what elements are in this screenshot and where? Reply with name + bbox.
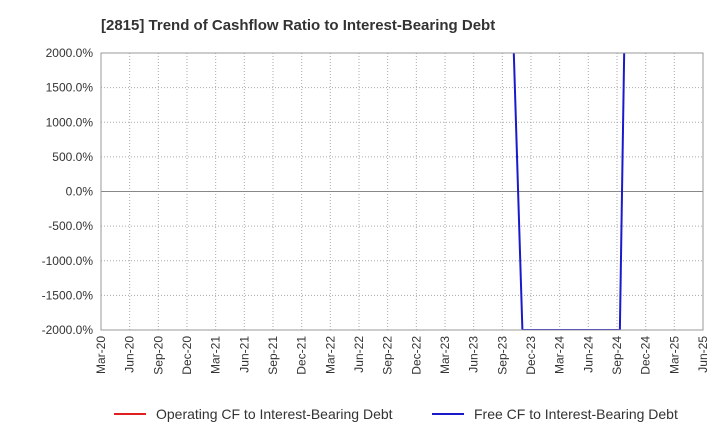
x-tick-label: Sep-21 — [266, 336, 280, 375]
y-axis: 2000.0% 1500.0% 1000.0% 500.0% 0.0% -500.0% -1… — [42, 46, 94, 337]
x-tick-label: Jun-21 — [237, 336, 251, 373]
x-tick-label: Jun-24 — [581, 336, 595, 373]
x-tick-label: Dec-22 — [409, 336, 423, 375]
x-tick-label: Jun-20 — [123, 336, 137, 373]
x-tick-label: Mar-21 — [209, 336, 223, 374]
y-tick-label: -1000.0% — [42, 254, 94, 268]
x-tick-label: Jun-25 — [696, 336, 710, 373]
plot-border — [100, 52, 704, 331]
x-tick-label: Mar-24 — [553, 336, 567, 374]
x-tick-label: Mar-22 — [323, 336, 337, 374]
x-tick-label: Sep-20 — [151, 336, 165, 375]
series-layer — [512, 53, 626, 330]
x-tick-label: Sep-24 — [610, 336, 624, 375]
grid — [101, 53, 703, 330]
y-tick-label: -2000.0% — [42, 323, 94, 337]
y-tick-label: -500.0% — [48, 219, 93, 233]
y-tick-label: -1500.0% — [42, 288, 94, 302]
x-axis: Mar-20 Jun-20 Sep-20 Dec-20 Mar-21 Jun-21 Sep-… — [94, 336, 710, 375]
x-tick-label: Mar-23 — [438, 336, 452, 374]
y-tick-label: 1500.0% — [46, 81, 94, 95]
y-tick-label: 1000.0% — [46, 115, 94, 129]
legend: Operating CF to Interest-Bearing Debt Fre… — [114, 406, 678, 422]
x-tick-label: Dec-20 — [180, 336, 194, 375]
x-tick-label: Sep-23 — [495, 336, 509, 375]
legend-label-1: Free CF to Interest-Bearing Debt — [474, 406, 678, 422]
y-tick-label: 0.0% — [66, 185, 94, 199]
y-tick-label: 2000.0% — [46, 46, 94, 60]
y-tick-label: 500.0% — [52, 150, 93, 164]
x-tick-label: Mar-25 — [667, 336, 681, 374]
legend-label-0: Operating CF to Interest-Bearing Debt — [156, 406, 393, 422]
chart-title: [2815] Trend of Cashflow Ratio to Intere… — [101, 17, 495, 34]
series-line-1 — [512, 53, 626, 330]
x-tick-label: Dec-21 — [295, 336, 309, 375]
x-tick-label: Jun-23 — [467, 336, 481, 373]
x-tick-label: Mar-20 — [94, 336, 108, 374]
x-tick-label: Jun-22 — [352, 336, 366, 373]
x-tick-label: Sep-22 — [381, 336, 395, 375]
x-tick-label: Dec-24 — [639, 336, 653, 375]
x-tick-label: Dec-23 — [524, 336, 538, 375]
